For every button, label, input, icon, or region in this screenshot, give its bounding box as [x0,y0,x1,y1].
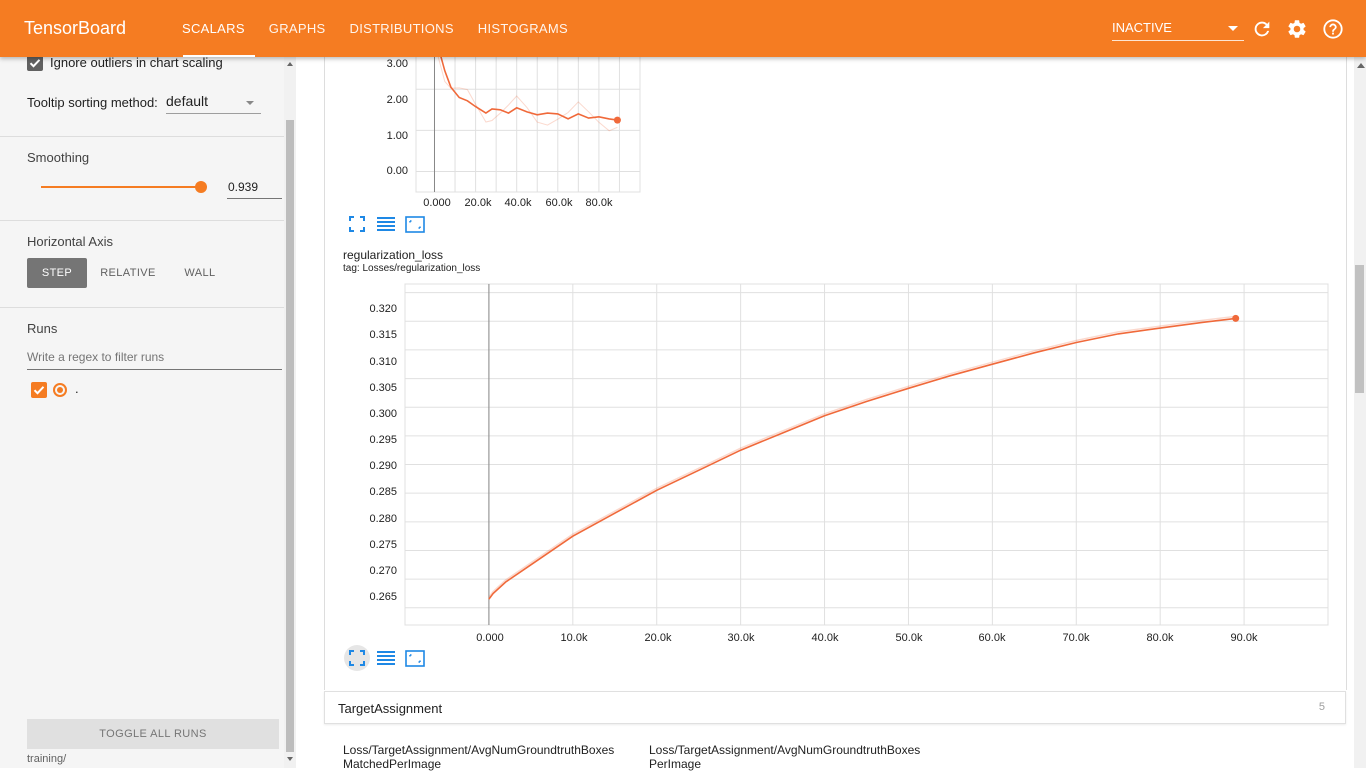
settings-icon[interactable] [1286,18,1308,40]
fullscreen-icon[interactable] [344,645,370,671]
smoothing-input[interactable]: 0.939 [227,177,282,199]
fit-domain-icon[interactable] [402,211,428,237]
scroll-down-arrow-icon[interactable] [287,757,293,761]
y-tick-label: 0.320 [369,303,397,315]
x-tick-label: 0.000 [423,197,451,209]
divider [0,220,284,221]
divider [0,307,284,308]
card-border-left [324,57,325,690]
main-scrollbar-thumb[interactable] [1355,265,1364,393]
chevron-down-icon [246,101,254,105]
app-brand: TensorBoard [24,18,127,38]
y-tick-label: 0.300 [369,408,397,420]
chart-title: regularization_loss [343,248,444,262]
tag-group-name: TargetAssignment [338,701,443,716]
tab-distributions[interactable]: DISTRIBUTIONS [349,21,454,36]
y-tick-label: 0.270 [369,565,397,577]
x-tick-label: 20.0k [644,632,672,644]
main-content [296,57,1354,768]
chart-card-title-line1: Loss/TargetAssignment/AvgNumGroundtruthB… [343,743,615,757]
x-tick-label: 90.0k [1230,632,1258,644]
axis-step-button[interactable]: STEP [27,258,87,288]
x-tick-label: 40.0k [504,197,532,209]
axis-relative-button[interactable]: RELATIVE [100,267,156,279]
sidebar [0,57,296,768]
fit-domain-icon[interactable] [402,645,428,671]
smoothing-slider-knob[interactable] [194,181,207,193]
ignore-outliers-checkbox[interactable] [27,55,43,71]
tag-group-header[interactable]: TargetAssignment 5 [324,691,1346,724]
checkmark-icon [29,59,41,68]
inactive-dashboards-value: INACTIVE [1112,20,1172,35]
chart-card-title: Loss/TargetAssignment/AvgNumGroundtruthB… [343,743,614,771]
smoothing-slider-track[interactable] [41,186,201,188]
run-name: . [75,381,79,396]
x-tick-label: 0.000 [476,632,504,644]
y-tick-label: 0.290 [369,460,397,472]
chart-card-title-line2: PerImage [649,757,702,771]
y-tick-label: 0.315 [369,329,397,341]
toggle-log-scale-icon[interactable] [373,645,399,671]
tag-group-count: 5 [1318,701,1325,713]
main-scrollbar[interactable] [1354,57,1366,768]
ignore-outliers-label: Ignore outliers in chart scaling [50,55,223,70]
divider [0,136,284,137]
dashboard-tabs: SCALARS GRAPHS DISTRIBUTIONS HISTOGRAMS [170,0,580,57]
y-tick-label: 1.00 [386,130,408,142]
chevron-down-icon [1228,26,1238,31]
tab-scalars[interactable]: SCALARS [170,0,257,57]
checkmark-icon [33,386,45,395]
x-tick-label: 70.0k [1062,632,1090,644]
x-tick-label: 80.0k [1146,632,1174,644]
tooltip-sorting-select[interactable]: default [166,92,261,114]
x-tick-label: 60.0k [978,632,1006,644]
x-tick-label: 80.0k [585,197,613,209]
smoothing-label: Smoothing [27,150,90,165]
x-tick-label: 20.0k [464,197,492,209]
y-tick-label: 0.280 [369,513,397,525]
scroll-up-arrow-icon[interactable] [287,62,293,66]
axis-wall-button[interactable]: WALL [184,267,216,279]
chart-tag: tag: Losses/regularization_loss [343,263,481,274]
x-tick-label: 40.0k [811,632,839,644]
help-icon[interactable] [1322,18,1344,40]
tab-graphs[interactable]: GRAPHS [268,21,326,36]
runs-label: Runs [27,321,58,336]
runs-filter-input[interactable]: Write a regex to filter runs [27,350,282,370]
fullscreen-icon[interactable] [344,211,370,237]
log-dir-path: training/ [27,753,67,765]
scroll-up-arrow-icon[interactable] [1357,63,1365,68]
tooltip-sorting-label: Tooltip sorting method: [27,95,158,110]
y-tick-label: 0.275 [369,539,397,551]
tab-histograms[interactable]: HISTOGRAMS [477,21,568,36]
sidebar-scrollbar-thumb[interactable] [286,120,294,752]
y-tick-label: 0.295 [369,434,397,446]
y-tick-label: 0.265 [369,591,397,603]
x-tick-label: 10.0k [560,632,588,644]
card-border-right [1346,57,1347,690]
horizontal-axis-label: Horizontal Axis [27,234,113,249]
inactive-dashboards-select[interactable]: INACTIVE [1112,17,1244,41]
run-color-radio[interactable] [53,383,67,397]
y-tick-label: 3.00 [386,58,408,70]
y-tick-label: 0.00 [386,165,408,177]
run-checkbox[interactable] [31,382,47,398]
refresh-icon[interactable] [1251,18,1273,40]
chart-card-title-line1: Loss/TargetAssignment/AvgNumGroundtruthB… [649,743,921,757]
chart-card-title: Loss/TargetAssignment/AvgNumGroundtruthB… [649,743,920,771]
y-tick-label: 0.305 [369,382,397,394]
y-tick-label: 0.285 [369,486,397,498]
top-app-bar: TensorBoard SCALARS GRAPHS DISTRIBUTIONS… [0,0,1366,57]
x-tick-label: 30.0k [727,632,755,644]
y-tick-label: 2.00 [386,94,408,106]
x-tick-label: 60.0k [545,197,573,209]
chart-card-title-line2: MatchedPerImage [343,757,442,771]
x-tick-label: 50.0k [895,632,923,644]
toggle-all-runs-button[interactable]: TOGGLE ALL RUNS [27,719,279,749]
toggle-log-scale-icon[interactable] [373,211,399,237]
tooltip-sorting-value: default [166,93,209,109]
y-tick-label: 0.310 [369,356,397,368]
